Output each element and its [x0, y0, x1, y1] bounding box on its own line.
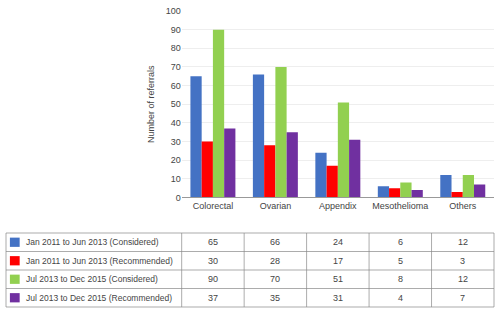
svg-text:35: 35 — [270, 293, 280, 303]
svg-text:Appendix: Appendix — [319, 201, 357, 211]
svg-text:50: 50 — [171, 99, 181, 109]
svg-text:70: 70 — [270, 274, 280, 284]
svg-text:Colorectal: Colorectal — [193, 201, 234, 211]
svg-text:30: 30 — [171, 137, 181, 147]
svg-text:Number of referrals: Number of referrals — [146, 65, 156, 143]
svg-text:20: 20 — [171, 155, 181, 165]
svg-text:Jan 2011 to Jun 2013 (Recommen: Jan 2011 to Jun 2013 (Recommended) — [26, 256, 173, 266]
svg-text:Jul 2013 to Dec 2015 (Consider: Jul 2013 to Dec 2015 (Considered) — [26, 274, 158, 284]
svg-text:Jan 2011 to Jun 2013 (Consider: Jan 2011 to Jun 2013 (Considered) — [26, 237, 159, 247]
svg-text:37: 37 — [208, 293, 218, 303]
svg-text:12: 12 — [458, 274, 468, 284]
svg-text:10: 10 — [171, 174, 181, 184]
svg-text:70: 70 — [171, 62, 181, 72]
svg-text:65: 65 — [208, 237, 218, 247]
svg-text:90: 90 — [171, 25, 181, 35]
svg-text:80: 80 — [171, 43, 181, 53]
svg-text:90: 90 — [208, 274, 218, 284]
svg-text:Ovarian: Ovarian — [260, 201, 292, 211]
svg-text:60: 60 — [171, 81, 181, 91]
svg-text:51: 51 — [333, 274, 343, 284]
svg-text:4: 4 — [398, 293, 403, 303]
svg-text:100: 100 — [166, 6, 181, 16]
svg-text:8: 8 — [398, 274, 403, 284]
svg-text:31: 31 — [333, 293, 343, 303]
svg-text:Others: Others — [449, 201, 477, 211]
svg-text:28: 28 — [270, 256, 280, 266]
svg-text:0: 0 — [176, 193, 181, 203]
svg-text:Jul 2013 to Dec 2015 (Recommen: Jul 2013 to Dec 2015 (Recommended) — [26, 293, 172, 303]
svg-text:5: 5 — [398, 256, 403, 266]
svg-text:66: 66 — [270, 237, 280, 247]
svg-text:24: 24 — [333, 237, 343, 247]
svg-text:40: 40 — [171, 118, 181, 128]
svg-text:7: 7 — [460, 293, 465, 303]
svg-text:12: 12 — [458, 237, 468, 247]
svg-text:17: 17 — [333, 256, 343, 266]
svg-text:Mesothelioma: Mesothelioma — [372, 201, 428, 211]
svg-text:30: 30 — [208, 256, 218, 266]
svg-text:3: 3 — [460, 256, 465, 266]
svg-text:6: 6 — [398, 237, 403, 247]
